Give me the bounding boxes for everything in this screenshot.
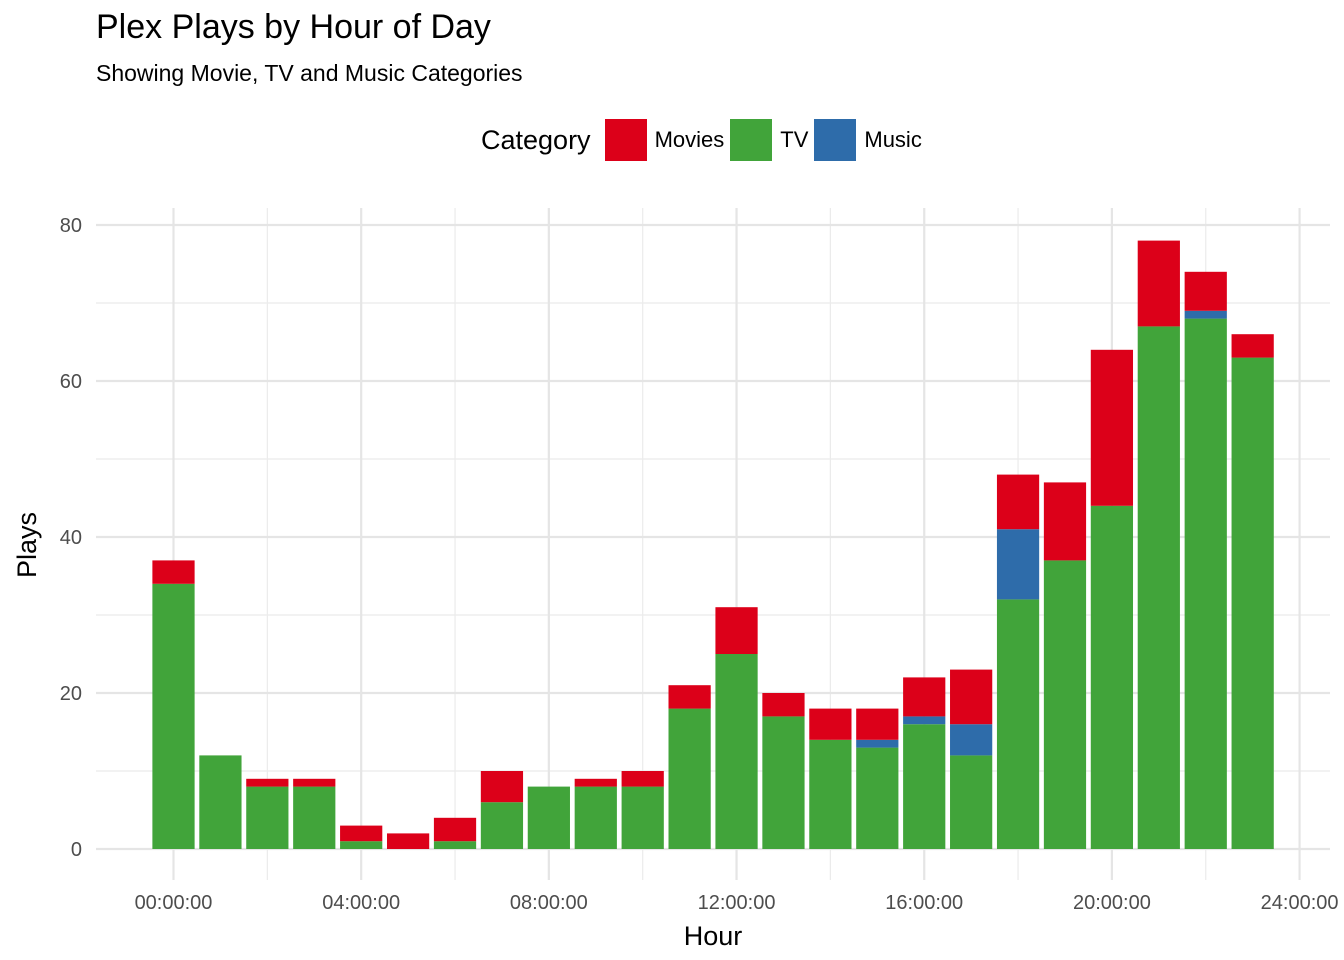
- x-tick-label: 24:00:00: [1261, 892, 1339, 914]
- bar-movies: [1137, 240, 1180, 327]
- y-tick-label: 0: [71, 839, 82, 861]
- legend-item-tv: TV: [730, 119, 808, 161]
- bar-tv: [1184, 318, 1227, 850]
- bar-tv: [433, 841, 477, 849]
- legend-label: Music: [864, 127, 922, 152]
- bar-tv: [856, 747, 899, 849]
- legend-label: Movies: [654, 127, 725, 152]
- bar-movies: [1184, 271, 1227, 311]
- bar-movies: [996, 474, 1040, 530]
- bar-tv: [809, 739, 852, 849]
- chart-subtitle: Showing Movie, TV and Music Categories: [96, 60, 523, 86]
- bar-music: [903, 716, 946, 725]
- bar-tv: [762, 716, 805, 849]
- bar-tv: [621, 786, 664, 849]
- bar-movies: [1043, 482, 1087, 561]
- y-axis-title: Plays: [12, 512, 42, 578]
- x-tick-label: 20:00:00: [1073, 892, 1151, 914]
- x-tick-label: 12:00:00: [698, 892, 776, 914]
- x-tick-label: 00:00:00: [135, 892, 213, 914]
- y-axis-ticks: 0 20 40 60 80: [60, 215, 82, 861]
- x-tick-label: 04:00:00: [322, 892, 400, 914]
- x-tick-label: 08:00:00: [510, 892, 588, 914]
- bar-movies: [715, 607, 758, 654]
- y-tick-label: 60: [60, 371, 82, 393]
- legend-items: Movies TV Music: [604, 119, 928, 161]
- bar-music: [950, 724, 993, 756]
- bar-movies: [903, 677, 946, 717]
- x-tick-label: 16:00:00: [885, 892, 963, 914]
- x-axis-title: Hour: [684, 921, 743, 951]
- legend-swatch: [730, 119, 773, 161]
- y-tick-label: 80: [60, 215, 82, 237]
- bar-tv: [903, 724, 946, 849]
- legend-label: TV: [780, 127, 809, 152]
- bar-music: [856, 739, 899, 748]
- legend-item-movies: Movies: [604, 119, 725, 161]
- bar-tv: [715, 654, 758, 849]
- bar-tv: [1231, 357, 1274, 849]
- bar-music: [1184, 310, 1227, 319]
- bar-music: [996, 529, 1040, 600]
- bar-movies: [668, 685, 711, 709]
- bar-tv: [199, 755, 242, 849]
- y-tick-label: 20: [60, 683, 82, 705]
- bar-movies: [762, 693, 805, 717]
- bar-movies: [386, 833, 430, 849]
- legend-item-music: Music: [814, 119, 922, 161]
- legend-title: Category: [481, 124, 591, 155]
- bar-tv: [574, 786, 617, 849]
- bar-movies: [1090, 349, 1134, 506]
- bar-tv: [996, 599, 1040, 849]
- chart-title: Plex Plays by Hour of Day: [96, 8, 491, 46]
- legend: Category Movies TV Music: [481, 118, 928, 162]
- bar-tv: [950, 755, 993, 849]
- bar-movies: [1231, 334, 1274, 358]
- bar-tv: [1090, 505, 1134, 849]
- bar-tv: [1043, 560, 1087, 849]
- bar-movies: [246, 778, 289, 787]
- legend-swatch: [604, 119, 647, 161]
- bar-movies: [574, 778, 617, 787]
- bar-movies: [293, 778, 336, 787]
- bar-tv: [527, 786, 570, 849]
- legend-swatch: [814, 119, 857, 161]
- bar-movies: [621, 771, 664, 787]
- bar-tv: [152, 583, 195, 849]
- x-axis-ticks: 00:00:00 04:00:00 08:00:00 12:00:00 16:00:00…: [135, 892, 1339, 914]
- bar-tv: [480, 802, 524, 849]
- bar-tv: [246, 786, 289, 849]
- bars: [152, 240, 1274, 850]
- bar-tv: [668, 708, 711, 849]
- bar-movies: [950, 669, 993, 725]
- bar-movies: [433, 817, 477, 842]
- bar-tv: [1137, 326, 1180, 849]
- bar-movies: [152, 560, 195, 584]
- bar-movies: [809, 708, 852, 740]
- y-tick-label: 40: [60, 527, 82, 549]
- bar-tv: [293, 786, 336, 849]
- bar-tv: [340, 841, 383, 849]
- bar-movies: [340, 825, 383, 842]
- bar-movies: [856, 708, 899, 740]
- bar-movies: [480, 771, 524, 803]
